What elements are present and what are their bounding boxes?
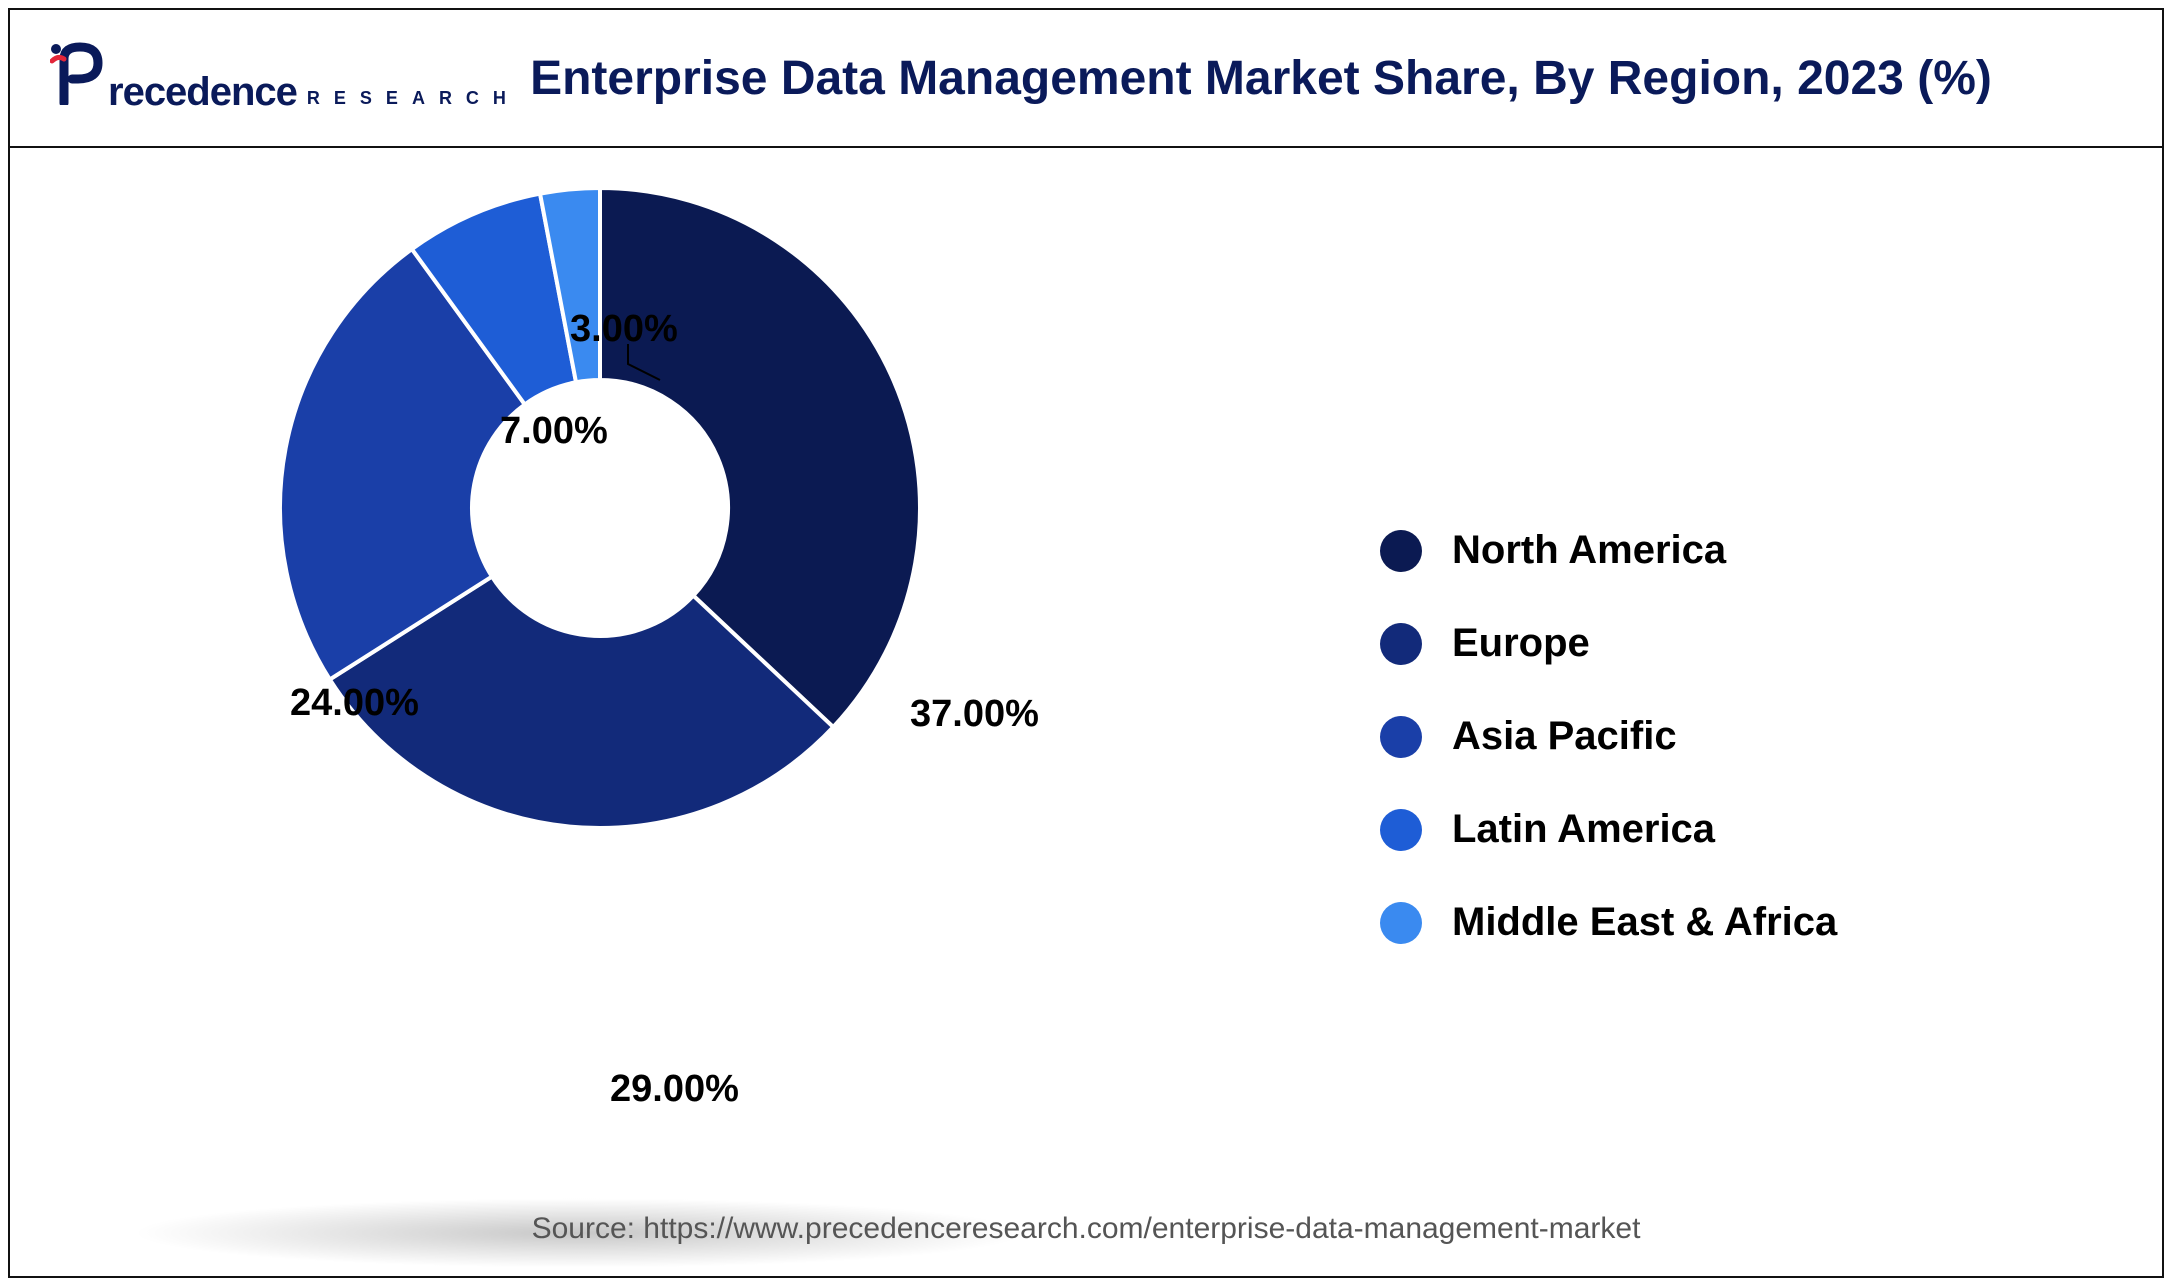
slice-label-mea: 3.00% (570, 308, 678, 351)
donut-chart (270, 178, 930, 838)
content-area: 37.00% 29.00% 24.00% 7.00% 3.00% North A… (10, 148, 2162, 1276)
logo-p-icon (50, 41, 106, 105)
legend-dot (1380, 530, 1422, 572)
frame: recedence RESEARCH Enterprise Data Manag… (8, 8, 2164, 1278)
legend-label: Middle East & Africa (1452, 900, 1837, 945)
legend-label: North America (1452, 528, 1726, 573)
slice-label-north-america: 37.00% (910, 693, 1039, 736)
legend-dot (1380, 623, 1422, 665)
legend-item-asia-pacific: Asia Pacific (1380, 714, 1837, 759)
legend-dot (1380, 809, 1422, 851)
chart-title: Enterprise Data Management Market Share,… (520, 51, 2122, 106)
logo-text: recedence (108, 70, 297, 115)
source-citation: Source: https://www.precedenceresearch.c… (10, 1212, 2162, 1246)
legend-item-europe: Europe (1380, 621, 1837, 666)
header: recedence RESEARCH Enterprise Data Manag… (10, 10, 2162, 148)
legend-item-latin-america: Latin America (1380, 807, 1837, 852)
legend-item-mea: Middle East & Africa (1380, 900, 1837, 945)
logo: recedence RESEARCH (50, 41, 520, 115)
legend-dot (1380, 902, 1422, 944)
logo-subtext: RESEARCH (307, 88, 520, 109)
slice-label-latin-america: 7.00% (500, 410, 608, 453)
slice-label-asia-pacific: 24.00% (290, 682, 419, 725)
legend: North America Europe Asia Pacific Latin … (1380, 528, 1837, 945)
legend-dot (1380, 716, 1422, 758)
legend-label: Europe (1452, 621, 1590, 666)
slice-label-europe: 29.00% (610, 1068, 739, 1111)
legend-label: Asia Pacific (1452, 714, 1677, 759)
legend-label: Latin America (1452, 807, 1715, 852)
legend-item-north-america: North America (1380, 528, 1837, 573)
